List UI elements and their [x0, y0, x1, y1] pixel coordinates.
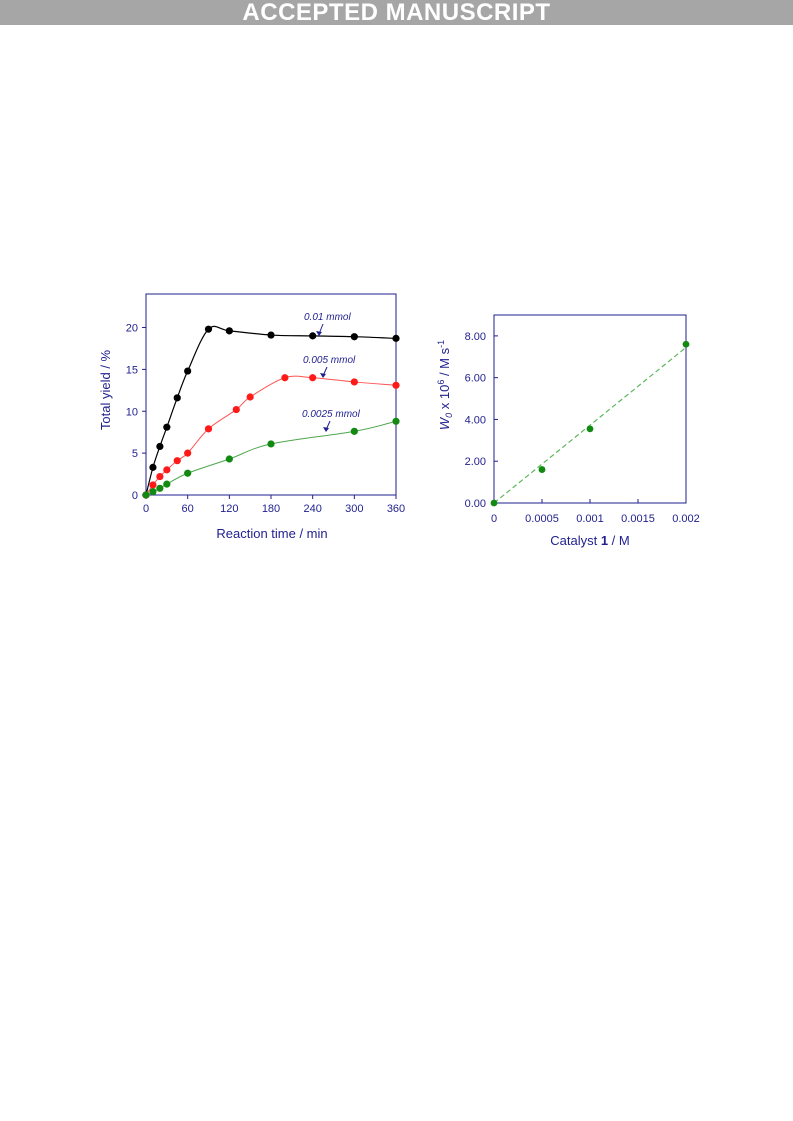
chart2-y-tick-label: 4.00	[465, 414, 486, 426]
chart2-point	[490, 499, 498, 507]
chart1-point-series-1	[156, 472, 164, 481]
chart1-point-series-2	[184, 469, 192, 477]
chart1-point-series-2	[142, 491, 150, 499]
chart2-dashed-fit-line	[493, 346, 687, 504]
chart1-point-series-0	[163, 423, 171, 431]
chart1-point-series-1	[149, 481, 157, 489]
chart1-x-tick-label: 300	[345, 503, 363, 515]
chart2-x-tick-label: 0.0005	[525, 513, 559, 525]
chart1-y-tick-label: 20	[126, 323, 138, 335]
chart1-point-series-0	[350, 333, 358, 341]
chart2-x-tick-label: 0.0015	[621, 513, 655, 525]
chart1-x-tick-label: 60	[182, 503, 194, 515]
chart1-point-series-2	[267, 440, 275, 448]
chart1-point-series-2	[392, 417, 400, 425]
chart1-point-series-2	[350, 427, 358, 435]
chart2-y-tick-label: 6.00	[465, 373, 486, 385]
chart2-points	[490, 340, 690, 507]
annotation-0-01-mmol: 0.01 mmol	[304, 312, 351, 323]
annotation-arrowhead-0-005	[320, 373, 326, 378]
annotation-arrowhead-0-0025	[323, 427, 329, 432]
annotation-0-005-mmol: 0.005 mmol	[303, 355, 356, 366]
chart1-point-series-1	[350, 378, 358, 386]
chart2-point	[682, 340, 690, 348]
chart2-y-tick-label: 2.00	[465, 456, 486, 468]
chart2-x-tick-label: 0.002	[672, 513, 700, 525]
chart1-x-tick-label: 240	[303, 503, 321, 515]
chart1-point-series-1	[184, 449, 192, 457]
chart1-x-axis-label: Reaction time / min	[216, 526, 327, 541]
chart1-ticks: 0 60 120 180 240 300 360 0 5 10 15 20	[126, 323, 405, 516]
accepted-manuscript-banner: ACCEPTED MANUSCRIPT	[0, 0, 793, 25]
chart1-x-tick-label: 120	[220, 503, 238, 515]
chart2-plot-area	[493, 314, 687, 504]
chart1-points	[142, 325, 400, 499]
chart1-point-series-2	[225, 455, 233, 463]
chart2-ticks: 0 0.0005 0.001 0.0015 0.002 0.00 2.00 4.00 6.00 8…	[465, 331, 700, 525]
annotation-arrowhead-0-01	[316, 331, 322, 336]
chart1-point-series-1	[392, 381, 400, 389]
chart1-point-series-1	[309, 374, 317, 382]
chart1-x-tick-label: 0	[143, 503, 149, 515]
chart1-point-series-2	[149, 488, 157, 496]
chart2-y-tick-label: 0.00	[465, 498, 486, 510]
chart1-point-series-0	[156, 442, 164, 451]
chart1-point-series-0	[184, 367, 192, 375]
chart1-y-tick-label: 15	[126, 364, 138, 376]
chart1-y-tick-label: 5	[132, 448, 138, 460]
chart1-point-series-0	[149, 463, 157, 471]
chart1-point-series-0	[392, 334, 400, 342]
chart2-trendline	[493, 346, 687, 504]
chart1-point-series-1	[204, 425, 213, 433]
chart1-y-axis-label: Total yield / %	[98, 349, 113, 430]
chart1-y-tick-label: 10	[126, 406, 138, 418]
chart1-x-tick-label: 360	[387, 503, 405, 515]
chart2-x-tick-label: 0	[491, 513, 497, 525]
chart1-point-series-1	[246, 393, 254, 401]
chart1-point-series-1	[173, 457, 181, 465]
chart2-x-tick-label: 0.001	[576, 513, 604, 525]
chart2-point	[586, 425, 594, 433]
chart1-point-series-1	[281, 374, 289, 382]
chart1-x-tick-label: 180	[262, 503, 280, 515]
chart1-point-series-1	[232, 405, 240, 414]
chart1-point-series-1	[163, 466, 171, 474]
chart2-y-tick-label: 8.00	[465, 331, 486, 343]
chart2-y-axis-label: W0 x 106 / M s-1	[436, 340, 454, 430]
chart2-x-axis-label: Catalyst 1 / M	[550, 533, 629, 548]
chart1-point-series-2	[163, 480, 171, 488]
chart1-point-series-0	[267, 331, 275, 339]
chart1-point-series-2	[156, 484, 164, 492]
chart1-point-series-0	[225, 327, 233, 335]
chart1-point-series-0	[309, 332, 317, 340]
chart1-point-series-0	[173, 394, 181, 402]
chart2-point	[538, 466, 546, 473]
chart1-y-tick-label: 0	[132, 490, 138, 502]
chart1-point-series-0	[204, 325, 213, 333]
annotation-0-0025-mmol: 0.0025 mmol	[302, 409, 361, 420]
